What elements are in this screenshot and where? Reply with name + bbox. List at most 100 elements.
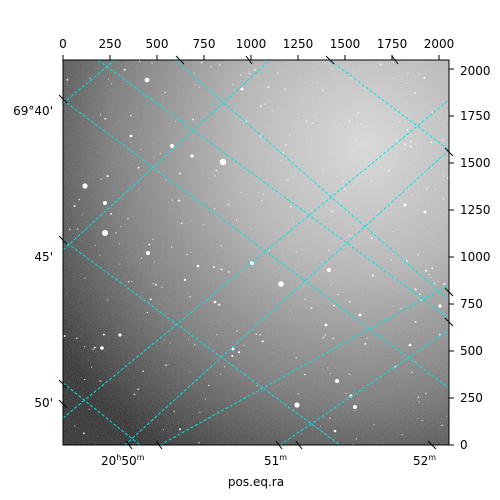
faint-star: [433, 282, 436, 285]
faint-star: [324, 333, 327, 336]
faint-star: [149, 298, 152, 301]
faint-star: [289, 135, 291, 137]
tick-mark: [444, 287, 454, 297]
faint-star: [139, 148, 142, 150]
faint-star: [110, 83, 113, 85]
ra-hours-unit: h: [116, 453, 121, 462]
faint-star: [354, 409, 356, 411]
faint-star: [90, 366, 93, 368]
faint-star: [120, 225, 122, 227]
top-axis: 0 250 500 750 1000 1250 1500 1750 2000: [59, 37, 454, 51]
faint-star: [390, 60, 392, 62]
faint-star: [295, 251, 298, 253]
right-tick-label: 250: [460, 391, 483, 405]
faint-star: [186, 253, 188, 256]
faint-star: [189, 193, 191, 195]
faint-star: [75, 337, 78, 340]
faint-star: [169, 342, 171, 344]
star: [190, 154, 194, 158]
faint-star: [431, 111, 433, 113]
faint-star: [256, 384, 258, 387]
faint-star: [198, 442, 200, 444]
faint-star: [348, 373, 351, 375]
star: [278, 281, 284, 287]
star: [102, 230, 108, 236]
faint-star: [110, 212, 112, 215]
faint-star: [357, 111, 360, 115]
faint-star: [350, 77, 352, 79]
faint-star: [364, 342, 367, 345]
star: [213, 300, 217, 304]
faint-star: [348, 120, 351, 123]
right-tick-label: 0: [460, 438, 468, 452]
faint-star: [296, 271, 298, 273]
grid-line: [63, 99, 449, 419]
grid-line: [63, 99, 449, 389]
faint-star: [443, 282, 446, 285]
plot-frame: [62, 59, 450, 446]
faint-star: [259, 105, 262, 108]
faint-star: [348, 300, 351, 303]
faint-star: [227, 271, 230, 273]
tick-mark: [58, 94, 68, 104]
faint-star: [411, 194, 413, 196]
faint-star: [280, 159, 282, 162]
top-tick-label: 750: [193, 37, 216, 51]
faint-star: [262, 193, 264, 195]
faint-star: [438, 333, 441, 336]
faint-star: [129, 114, 132, 117]
faint-star: [424, 392, 427, 395]
faint-star: [235, 330, 238, 333]
faint-star: [123, 68, 126, 71]
faint-star: [99, 380, 102, 383]
faint-star: [152, 238, 154, 240]
faint-star: [366, 337, 368, 339]
faint-star: [390, 258, 392, 261]
faint-star: [316, 82, 319, 84]
star: [358, 313, 362, 317]
faint-star: [409, 145, 412, 148]
faint-star: [159, 152, 161, 155]
faint-star: [212, 265, 216, 269]
left-tick-label: 50': [34, 396, 53, 410]
tick-mark: [58, 379, 68, 389]
bottom-tick-label: 51m: [264, 453, 287, 468]
faint-star: [173, 410, 176, 413]
faint-star: [266, 328, 268, 330]
bottom-axis: 20h50m 51m 52m: [101, 453, 436, 468]
faint-star: [310, 307, 313, 310]
right-axis: 0 250 500 750 1000 1250 1500 1750 2000: [460, 64, 491, 452]
faint-star: [418, 401, 420, 403]
faint-star: [214, 174, 216, 177]
faint-star: [406, 82, 408, 84]
faint-star: [92, 348, 94, 350]
faint-star: [277, 72, 279, 74]
faint-star: [329, 417, 331, 419]
faint-star: [348, 234, 351, 237]
faint-star: [356, 140, 358, 142]
faint-star: [220, 268, 223, 271]
star: [294, 402, 300, 408]
faint-star: [180, 222, 183, 225]
faint-star: [164, 91, 166, 94]
faint-star: [303, 285, 305, 287]
faint-star: [272, 110, 274, 112]
faint-star: [312, 122, 314, 124]
star: [403, 203, 407, 207]
faint-star: [297, 393, 299, 395]
faint-star: [381, 218, 383, 220]
faint-star: [259, 135, 262, 138]
faint-star: [322, 336, 325, 339]
faint-star: [268, 249, 271, 251]
faint-star: [83, 432, 85, 435]
faint-star: [443, 173, 444, 175]
faint-star: [235, 219, 238, 221]
faint-star: [417, 396, 420, 399]
faint-star: [371, 180, 373, 183]
faint-star: [251, 228, 253, 230]
star: [353, 405, 357, 409]
grid-line: [159, 284, 449, 445]
faint-star: [415, 361, 417, 363]
faint-star: [392, 305, 395, 307]
faint-star: [332, 337, 335, 340]
